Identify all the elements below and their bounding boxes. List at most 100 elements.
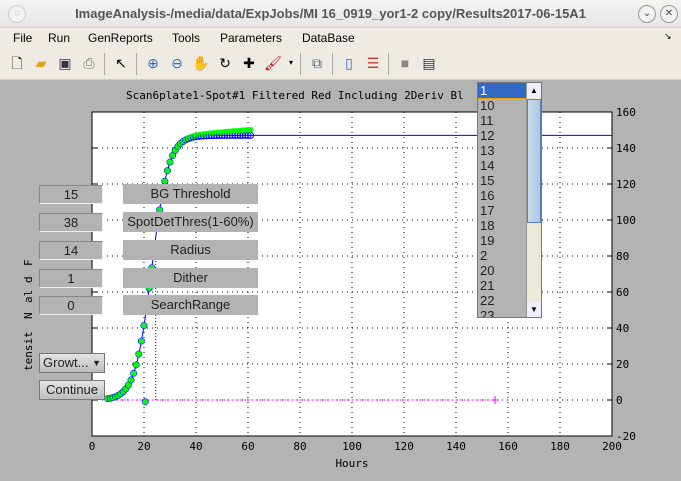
data-point (120, 388, 127, 395)
brush-dropdown-icon[interactable]: ▾ (288, 58, 293, 67)
list-item[interactable]: 18 (480, 218, 495, 233)
list-item[interactable]: 19 (480, 233, 495, 248)
zoom-out-icon[interactable]: ⊖ (171, 55, 183, 71)
data-point (133, 361, 140, 368)
data-point (156, 206, 163, 213)
growth-popup-menu[interactable]: Growt... ▼ (39, 353, 105, 373)
print-icon[interactable]: ⎙ (83, 55, 95, 71)
data-point (146, 285, 153, 292)
list-item[interactable]: 16 (480, 188, 495, 203)
title-bar: ○ ImageAnalysis-/media/data/ExpJobs/MI 1… (0, 0, 681, 28)
link-plot-icon[interactable]: ⧉ (312, 55, 322, 71)
x-tick-label: 80 (293, 440, 306, 453)
hide-plot-tools-icon[interactable]: ■ (400, 55, 410, 71)
chart-title: Scan6plate1-Spot#1 Filtered Red Includin… (126, 89, 464, 102)
scroll-thumb[interactable] (527, 99, 541, 223)
window-menu-icon[interactable]: ○ (8, 5, 26, 23)
list-item[interactable]: 2 (480, 248, 488, 263)
list-item[interactable]: 12 (480, 128, 495, 143)
show-plot-tools-icon[interactable]: ▤ (422, 55, 436, 71)
list-item[interactable]: 13 (480, 143, 495, 158)
list-scrollbar[interactable]: ▲ ▼ (526, 83, 541, 317)
list-item[interactable]: 14 (480, 158, 495, 173)
y-axis-label: al (22, 290, 35, 303)
open-folder-icon[interactable]: ▰ (35, 55, 47, 71)
y-tick-label: 40 (616, 322, 629, 335)
data-point (141, 322, 147, 329)
y-axis-label: tensit (22, 331, 35, 371)
menu-bar: File Run GenReports Tools Parameters Dat… (0, 28, 681, 48)
zoom-in-icon[interactable]: ⊕ (147, 55, 159, 71)
list-item[interactable]: 1 (478, 83, 529, 99)
x-tick-label: 180 (550, 440, 570, 453)
list-item[interactable]: 23 (480, 308, 495, 318)
menu-genreports[interactable]: GenReports (88, 31, 153, 45)
minimize-button[interactable]: ⌄ (638, 5, 656, 23)
continue-button[interactable]: Continue (39, 380, 105, 400)
data-point (247, 126, 254, 133)
list-item[interactable]: 15 (480, 173, 495, 188)
y-axis-label: N (22, 312, 35, 319)
menu-database[interactable]: DataBase (302, 31, 355, 45)
y-tick-label: 60 (616, 286, 629, 299)
y-axis-label: d (22, 276, 35, 283)
y-tick-label: -20 (616, 430, 636, 443)
outlier-data-point (142, 398, 149, 405)
new-file-icon[interactable]: 🗋 (11, 55, 23, 71)
pan-hand-icon[interactable]: ✋ (192, 55, 210, 71)
list-item[interactable]: 22 (480, 293, 495, 308)
data-point (172, 147, 179, 154)
legend-icon[interactable]: ☰ (366, 55, 380, 71)
popup-value: Growt... (43, 355, 89, 370)
brush-icon[interactable]: 🖌 (264, 55, 282, 71)
save-icon[interactable]: ▣ (58, 55, 72, 71)
scroll-up-icon[interactable]: ▲ (527, 83, 541, 98)
y-tick-label: 140 (616, 142, 636, 155)
dock-arrow-icon[interactable]: ↘ (664, 31, 672, 41)
x-tick-label: 60 (241, 440, 254, 453)
y-tick-label: 0 (616, 394, 623, 407)
data-point (130, 370, 137, 377)
rotate-3d-icon[interactable]: ↻ (219, 55, 231, 71)
x-tick-label: 0 (89, 440, 96, 453)
menu-tools[interactable]: Tools (172, 31, 201, 45)
list-item[interactable]: 10 (480, 98, 495, 113)
data-point (128, 376, 134, 383)
menu-run[interactable]: Run (48, 31, 71, 45)
data-point (135, 351, 142, 358)
y-tick-label: 100 (616, 214, 636, 227)
data-point (138, 338, 145, 345)
bg-threshold-field[interactable]: 15 (39, 185, 103, 204)
x-tick-label: 160 (498, 440, 518, 453)
chevron-down-icon: ▼ (92, 358, 101, 368)
colorbar-icon[interactable]: ▯ (345, 55, 353, 71)
list-item[interactable]: 20 (480, 263, 495, 278)
growth-plot[interactable]: 0 20 40 60 80 100 120 140 160 180 200-200204060801… (6, 81, 674, 481)
dither-field[interactable]: 1 (39, 269, 103, 288)
spot-det-thres-label: SpotDetThres(1-60%) (123, 212, 258, 232)
spot-listbox[interactable]: 1 10 11 12 13 14 15 16 17 18 19 2 20 21 22 23 ▲ ▼ (477, 82, 542, 318)
spot-det-thres-field[interactable]: 38 (39, 213, 103, 232)
radius-label: Radius (123, 240, 258, 260)
x-tick-label: 200 (602, 440, 622, 453)
data-point (169, 152, 176, 159)
radius-field[interactable]: 14 (39, 241, 103, 260)
window-title: ImageAnalysis-/media/data/ExpJobs/MI 16_… (75, 6, 586, 21)
menu-file[interactable]: File (13, 31, 33, 45)
pointer-icon[interactable]: ↖ (115, 55, 127, 71)
search-range-field[interactable]: 0 (39, 296, 103, 315)
list-item[interactable]: 11 (480, 113, 494, 128)
data-cursor-icon[interactable]: ✚ (243, 55, 255, 71)
list-item[interactable]: 17 (480, 203, 495, 218)
baseline-marker (491, 396, 499, 404)
bg-threshold-label: BG Threshold (123, 184, 258, 204)
data-point (164, 167, 171, 174)
x-tick-label: 40 (189, 440, 202, 453)
data-point (161, 178, 168, 185)
menu-parameters[interactable]: Parameters (220, 31, 283, 45)
list-item[interactable]: 21 (480, 278, 495, 293)
data-point (148, 264, 155, 271)
dither-label: Dither (123, 268, 258, 288)
close-button[interactable]: ✕ (660, 5, 678, 23)
scroll-down-icon[interactable]: ▼ (527, 302, 541, 317)
